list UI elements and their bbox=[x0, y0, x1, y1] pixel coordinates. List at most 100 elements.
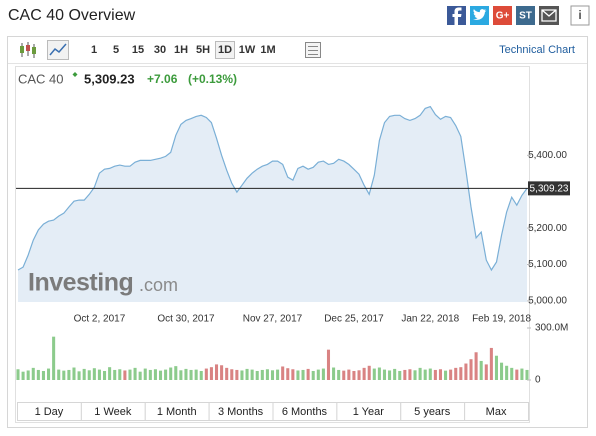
range-label[interactable]: 3 Months bbox=[218, 406, 264, 418]
x-tick-label: Nov 27, 2017 bbox=[243, 314, 303, 325]
volume-bar bbox=[494, 355, 498, 380]
volume-bar bbox=[525, 369, 529, 380]
interval-button[interactable]: 5 bbox=[113, 44, 119, 56]
range-label[interactable]: 5 years bbox=[414, 406, 451, 418]
volume-bar bbox=[184, 368, 188, 380]
interval-button[interactable]: 1W bbox=[239, 44, 256, 56]
mail-glyph bbox=[541, 9, 557, 22]
volume-bar bbox=[413, 370, 417, 380]
volume-bar bbox=[47, 368, 51, 380]
volume-bar bbox=[31, 367, 35, 380]
range-label[interactable]: 1 Year bbox=[353, 406, 385, 418]
range-label[interactable]: Max bbox=[486, 406, 507, 418]
volume-bar bbox=[316, 369, 320, 380]
range-label[interactable]: 6 Months bbox=[282, 406, 328, 418]
range-bar: 1 Day 1 Week 1 Month 3 Months 6 Months 1 Year… bbox=[17, 402, 529, 421]
watermark-suffix: .com bbox=[139, 275, 178, 295]
volume-bar bbox=[474, 352, 478, 380]
volume-bar bbox=[276, 369, 280, 380]
up-marker bbox=[72, 72, 78, 77]
volume-bar bbox=[449, 369, 453, 380]
candle-icon[interactable] bbox=[20, 42, 36, 58]
volume-bar bbox=[357, 370, 361, 380]
interval-button[interactable]: 5H bbox=[196, 44, 210, 56]
info-label: i bbox=[578, 8, 581, 22]
volume-bar bbox=[489, 347, 493, 380]
settings-icon[interactable] bbox=[305, 42, 321, 58]
volume-bar bbox=[515, 369, 519, 380]
volume-bar bbox=[62, 370, 66, 380]
volume-bar bbox=[82, 368, 86, 380]
interval-button[interactable]: 1H bbox=[174, 44, 188, 56]
volume-bar bbox=[240, 370, 244, 380]
current-price-box bbox=[528, 181, 570, 196]
technical-chart-link[interactable]: Technical Chart bbox=[499, 44, 575, 56]
quote-change: +7.06 bbox=[147, 72, 178, 86]
volume-bar bbox=[169, 367, 173, 380]
price-line bbox=[17, 105, 528, 272]
volume-bar bbox=[479, 360, 483, 380]
volume-bar bbox=[444, 370, 448, 380]
interval-button[interactable]: 1M bbox=[260, 44, 275, 56]
range-button[interactable] bbox=[464, 402, 529, 421]
volume-bar bbox=[337, 369, 341, 380]
volume-bar bbox=[286, 368, 290, 380]
volume-bar bbox=[174, 366, 178, 380]
stocktwits-icon[interactable] bbox=[516, 6, 535, 25]
volume-bar bbox=[72, 367, 76, 380]
range-label[interactable]: 1 Day bbox=[35, 406, 64, 418]
volume-bar bbox=[459, 367, 463, 380]
volume-bar bbox=[87, 370, 91, 380]
volume-bar bbox=[393, 368, 397, 380]
volume-bar bbox=[484, 364, 488, 380]
interval-button[interactable]: 1 bbox=[91, 44, 97, 56]
interval-button[interactable]: 15 bbox=[132, 44, 144, 56]
volume-bar bbox=[128, 369, 132, 380]
volume-bar bbox=[347, 369, 351, 380]
volume-bar bbox=[520, 368, 524, 380]
volume-bar bbox=[311, 370, 315, 380]
quote-name: CAC 40 bbox=[18, 71, 64, 86]
gplus-icon[interactable] bbox=[493, 6, 512, 25]
gplus-label: G+ bbox=[496, 11, 510, 22]
line-icon-active[interactable] bbox=[47, 40, 69, 60]
volume-bar bbox=[332, 367, 336, 380]
volume-bar bbox=[21, 371, 25, 380]
volume-bar bbox=[118, 369, 122, 380]
volume-bar bbox=[230, 369, 234, 380]
volume-bar bbox=[418, 367, 422, 380]
volume-bar bbox=[321, 368, 325, 380]
volume-bar bbox=[388, 370, 392, 380]
volume-bar bbox=[113, 369, 117, 380]
range-label[interactable]: 1 Week bbox=[94, 406, 132, 418]
volume-bar bbox=[153, 369, 157, 380]
volume-bar bbox=[133, 367, 137, 380]
volume-bar bbox=[291, 369, 295, 380]
volume-bar bbox=[204, 368, 208, 380]
volume-bar bbox=[428, 368, 432, 380]
volume-bar bbox=[372, 368, 376, 380]
volume-bar bbox=[438, 369, 442, 380]
info-icon[interactable] bbox=[570, 5, 590, 26]
volume-bar bbox=[108, 367, 112, 380]
volume-bar bbox=[510, 367, 514, 380]
volume-bar bbox=[265, 369, 269, 380]
volume-bar bbox=[296, 370, 300, 380]
interval-button[interactable]: 30 bbox=[154, 44, 166, 56]
watermark-brand: Investing bbox=[28, 269, 133, 297]
plot: 5,000.00 5,100.00 5,200.00 5,400.00 5,309.23… bbox=[16, 105, 570, 386]
volume-bar bbox=[209, 367, 213, 380]
volume-bar bbox=[77, 371, 81, 380]
x-tick-label: Oct 2, 2017 bbox=[74, 314, 126, 325]
volume-bar bbox=[377, 367, 381, 380]
volume-bar bbox=[260, 369, 264, 380]
interval-button[interactable]: 1D bbox=[218, 44, 232, 56]
facebook-glyph bbox=[452, 7, 462, 25]
quote-price: 5,309.23 bbox=[84, 71, 135, 86]
volume-bar bbox=[423, 369, 427, 380]
volume-bar bbox=[403, 369, 407, 380]
interval-active[interactable] bbox=[215, 41, 235, 59]
range-label[interactable]: 1 Month bbox=[157, 406, 197, 418]
